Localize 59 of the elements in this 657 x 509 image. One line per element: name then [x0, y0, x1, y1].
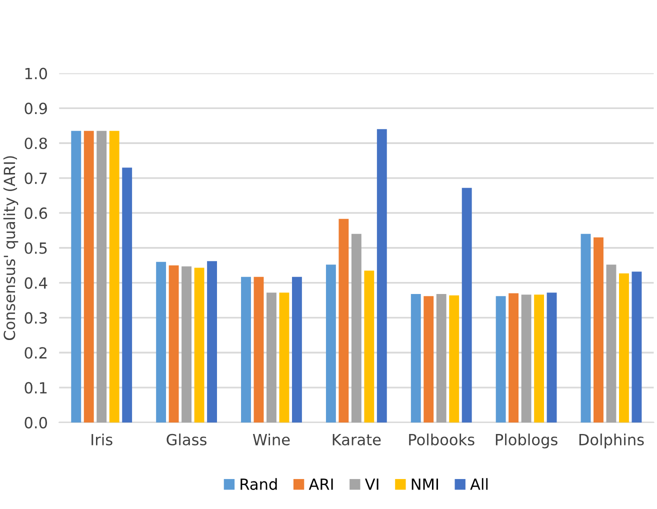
bar [364, 270, 374, 422]
y-tick-label: 0.1 [24, 382, 47, 394]
y-tick-label: 0.7 [24, 172, 47, 184]
y-tick-label: 0.3 [24, 312, 47, 324]
legend-label: All [470, 478, 488, 490]
bar [606, 264, 616, 422]
bar [292, 276, 302, 422]
bar [351, 234, 362, 422]
y-tick-label: 0.4 [24, 277, 48, 289]
bar [84, 130, 94, 422]
y-tick-label: 0.5 [24, 242, 47, 254]
bar [156, 262, 166, 422]
bar [182, 266, 192, 422]
bar [71, 130, 82, 422]
legend-label: VI [364, 478, 378, 490]
bar [436, 294, 446, 422]
bar [266, 292, 276, 422]
bar [521, 294, 532, 422]
legend-label: Rand [240, 478, 277, 490]
x-tick-label: Iris [92, 434, 112, 446]
bar [279, 292, 290, 422]
bar [254, 276, 264, 422]
x-tick-label: Dolphins [579, 434, 644, 448]
x-tick-label: Polbooks [409, 434, 474, 446]
bar [462, 188, 472, 422]
bar [122, 168, 132, 422]
x-tick-label: Ploblogs [496, 434, 558, 448]
legend-label: ARI [308, 478, 333, 490]
bar [410, 294, 421, 422]
bar [508, 293, 519, 422]
y-tick-label: 1.0 [25, 68, 48, 80]
bar [496, 296, 506, 422]
y-axis-title: Consensus' quality (ARI) [3, 156, 18, 340]
bar [424, 296, 434, 422]
bar [96, 130, 107, 422]
bar [449, 295, 460, 422]
y-tick-label: 0.8 [24, 138, 47, 150]
bar [376, 129, 387, 422]
bar [241, 276, 251, 422]
bar [109, 130, 120, 422]
x-tick-label: Glass [166, 434, 206, 446]
bar [207, 261, 217, 422]
bar [326, 264, 336, 422]
x-tick-label: Karate [332, 434, 381, 446]
y-tick-label: 0.0 [24, 416, 48, 428]
bar [619, 273, 629, 422]
bar [632, 272, 642, 422]
bar [546, 292, 557, 422]
bar [594, 237, 604, 422]
bar [580, 234, 591, 422]
y-tick-label: 0.6 [24, 207, 48, 219]
bar [168, 265, 179, 422]
bar [534, 294, 544, 422]
bar [338, 218, 349, 422]
bar [194, 268, 204, 422]
x-tick-label: Wine [252, 434, 290, 446]
y-tick-label: 0.9 [24, 102, 47, 114]
legend-label: NMI [412, 478, 438, 490]
y-tick-label: 0.2 [24, 347, 46, 359]
